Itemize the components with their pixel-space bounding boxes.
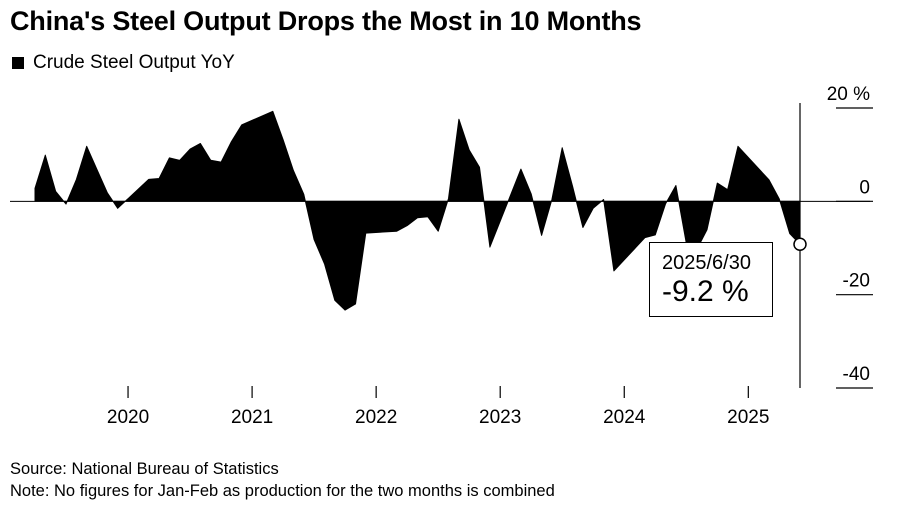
x-tick-label-2021: 2021 [231, 407, 273, 428]
y-tick-label--40: -40 [843, 364, 870, 385]
x-tick-label-2020: 2020 [107, 407, 149, 428]
legend-label: Crude Steel Output YoY [33, 52, 235, 73]
y-tick-label-0: 0 [859, 177, 870, 198]
y-tick-label-20: 20 % [827, 84, 870, 105]
latest-point-marker [793, 237, 807, 252]
footnote: Note: No figures for Jan-Feb as producti… [10, 482, 555, 500]
chart-title: China's Steel Output Drops the Most in 1… [10, 6, 642, 36]
y-tick-label--20: -20 [843, 271, 870, 292]
legend: Crude Steel Output YoY [12, 52, 235, 74]
source-note: Source: National Bureau of Statistics [10, 460, 279, 478]
callout-value: -9.2 % [662, 275, 749, 308]
x-tick-label-2022: 2022 [355, 407, 397, 428]
x-tick-label-2024: 2024 [603, 407, 646, 428]
legend-swatch [12, 57, 24, 69]
x-tick-label-2025: 2025 [727, 407, 769, 428]
x-tick-label-2023: 2023 [479, 407, 521, 428]
last-value-callout: 2025/6/30 -9.2 % [649, 242, 773, 317]
callout-date: 2025/6/30 [662, 252, 751, 274]
